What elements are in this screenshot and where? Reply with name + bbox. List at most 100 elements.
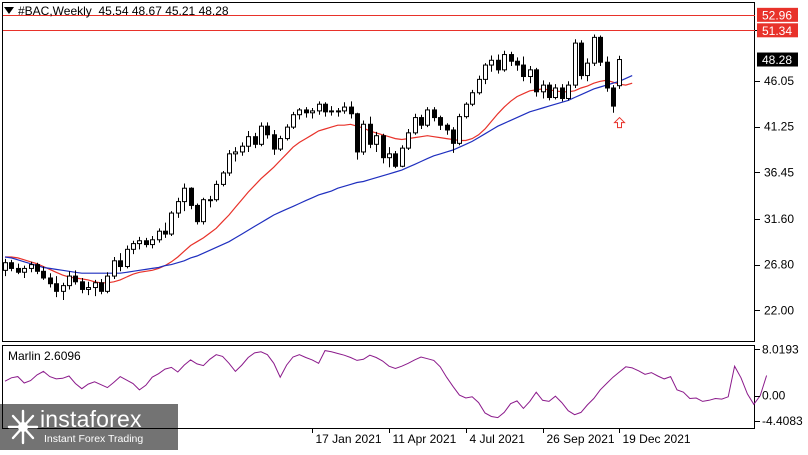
candle[interactable] <box>157 228 162 243</box>
candle[interactable] <box>35 262 40 275</box>
candle[interactable] <box>502 50 507 72</box>
candle[interactable] <box>253 132 258 149</box>
candle[interactable] <box>265 122 270 139</box>
candle[interactable] <box>272 129 277 155</box>
candle[interactable] <box>560 84 565 102</box>
candle[interactable] <box>86 281 91 296</box>
candle[interactable] <box>176 197 181 218</box>
candle[interactable] <box>9 259 14 272</box>
candle[interactable] <box>566 81 571 101</box>
candle[interactable] <box>329 106 334 116</box>
candle[interactable] <box>291 111 296 130</box>
candle[interactable] <box>406 129 411 151</box>
candle[interactable] <box>349 101 354 119</box>
candle[interactable] <box>29 261 34 273</box>
candle[interactable] <box>470 89 475 107</box>
candle[interactable] <box>598 35 603 67</box>
candle[interactable] <box>547 82 552 101</box>
candle[interactable] <box>368 116 373 149</box>
candle[interactable] <box>297 108 302 120</box>
candle[interactable] <box>438 115 443 130</box>
candle[interactable] <box>317 101 322 115</box>
candle[interactable] <box>605 56 610 92</box>
candle[interactable] <box>585 58 590 82</box>
candle[interactable] <box>208 195 213 208</box>
candle[interactable] <box>374 131 379 152</box>
candle[interactable] <box>48 273 53 288</box>
candle[interactable] <box>425 107 430 128</box>
candle[interactable] <box>150 235 155 249</box>
candle[interactable] <box>419 114 424 130</box>
candle[interactable] <box>323 102 328 117</box>
candle[interactable] <box>617 55 622 89</box>
candle[interactable] <box>445 123 450 135</box>
candle[interactable] <box>105 272 110 294</box>
candle[interactable] <box>73 270 78 285</box>
candle[interactable] <box>285 124 290 141</box>
candle[interactable] <box>201 197 206 225</box>
candle[interactable] <box>611 85 616 113</box>
candle[interactable] <box>54 276 59 298</box>
candle[interactable] <box>393 150 398 169</box>
candle[interactable] <box>112 256 117 279</box>
candle[interactable] <box>534 67 539 97</box>
candle[interactable] <box>41 266 46 280</box>
candle[interactable] <box>310 108 315 119</box>
candle[interactable] <box>131 240 136 255</box>
candle[interactable] <box>182 183 187 212</box>
candle[interactable] <box>342 102 347 114</box>
candle[interactable] <box>240 142 245 156</box>
candle[interactable] <box>413 113 418 135</box>
candle[interactable] <box>67 271 72 290</box>
candle[interactable] <box>515 57 520 71</box>
candle[interactable] <box>61 282 66 300</box>
candle[interactable] <box>451 127 456 153</box>
candle[interactable] <box>489 55 494 72</box>
candle[interactable] <box>553 84 558 100</box>
candle[interactable] <box>125 245 130 269</box>
candle[interactable] <box>336 108 341 117</box>
candle[interactable] <box>400 145 405 168</box>
candle[interactable] <box>528 66 533 84</box>
candle[interactable] <box>464 102 469 119</box>
candle[interactable] <box>3 258 8 277</box>
candle[interactable] <box>477 75 482 95</box>
candle[interactable] <box>144 237 149 248</box>
candle[interactable] <box>592 34 597 67</box>
candle[interactable] <box>304 107 309 118</box>
candle[interactable] <box>169 211 174 236</box>
candle[interactable] <box>457 113 462 146</box>
candlestick-series[interactable] <box>3 34 622 300</box>
candle[interactable] <box>99 278 104 295</box>
candle[interactable] <box>80 277 85 294</box>
candle[interactable] <box>259 122 264 147</box>
candle[interactable] <box>163 222 168 238</box>
candle[interactable] <box>509 51 514 67</box>
candle[interactable] <box>93 279 98 297</box>
candle[interactable] <box>387 147 392 168</box>
candle[interactable] <box>16 263 21 275</box>
candle[interactable] <box>214 180 219 202</box>
candle[interactable] <box>189 187 194 210</box>
triangle-down-icon[interactable] <box>4 7 14 14</box>
candle[interactable] <box>496 54 501 74</box>
candle[interactable] <box>221 171 226 187</box>
candle[interactable] <box>118 253 123 272</box>
candle[interactable] <box>381 133 386 164</box>
candle[interactable] <box>573 39 578 88</box>
candle[interactable] <box>278 135 283 151</box>
candle[interactable] <box>521 56 526 82</box>
candle[interactable] <box>246 130 251 152</box>
candle[interactable] <box>227 150 232 176</box>
candle[interactable] <box>541 80 546 99</box>
candle[interactable] <box>355 112 360 160</box>
candle[interactable] <box>579 40 584 80</box>
candle[interactable] <box>361 120 366 155</box>
candle[interactable] <box>432 107 437 122</box>
candle[interactable] <box>233 147 238 162</box>
candle[interactable] <box>483 63 488 85</box>
candle[interactable] <box>22 265 27 278</box>
candle[interactable] <box>137 236 142 250</box>
